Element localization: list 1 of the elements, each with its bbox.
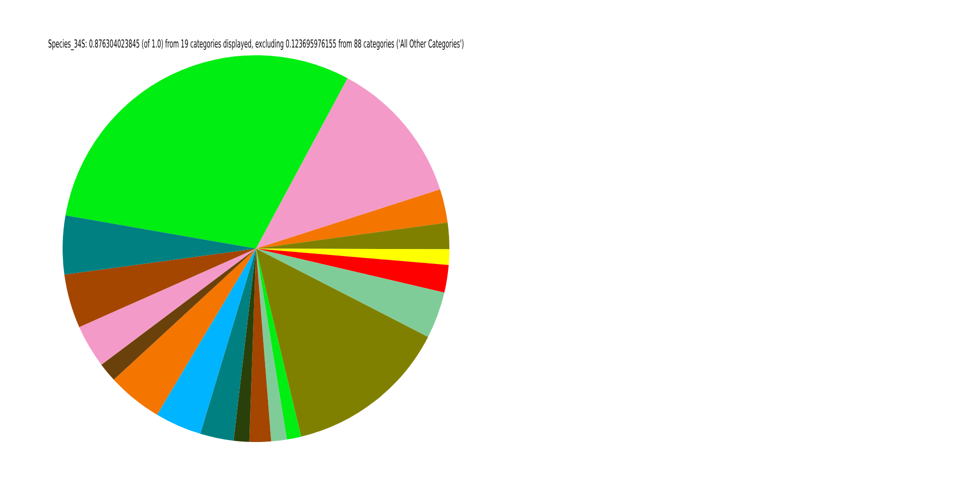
chart-title: Species_34S: 0.876304023845 (of 1.0) from 19 categories displayed, excluding 0.123695976155 from 88 categories ('All Other Categories') — [48, 38, 464, 52]
